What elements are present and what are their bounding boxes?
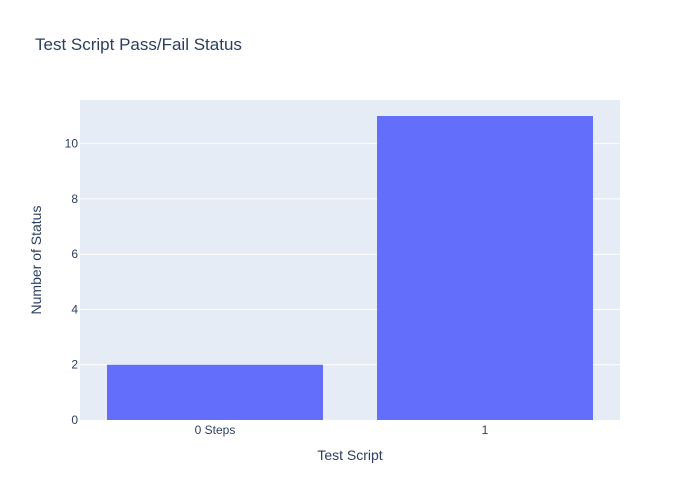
y-tick-label: 2 (71, 358, 78, 372)
x-tick-label: 1 (482, 423, 489, 437)
y-tick-label: 4 (71, 302, 78, 316)
y-tick-label: 8 (71, 192, 78, 206)
y-tick-label: 0 (71, 413, 78, 427)
bar (107, 364, 323, 420)
x-axis-ticks: 0 Steps 1 (195, 423, 489, 437)
y-axis-title: Number of Status (28, 206, 44, 315)
y-tick-label: 10 (65, 137, 79, 151)
x-tick-label: 0 Steps (195, 423, 236, 437)
y-axis-ticks: 0 2 4 6 8 10 (65, 137, 79, 427)
bar (377, 116, 593, 420)
bars (107, 116, 593, 420)
y-tick-label: 6 (71, 247, 78, 261)
chart-title: Test Script Pass/Fail Status (35, 35, 242, 54)
x-axis-title: Test Script (317, 447, 382, 463)
